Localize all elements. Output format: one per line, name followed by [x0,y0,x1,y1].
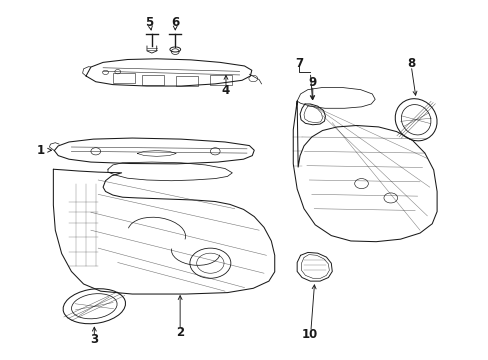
Text: 2: 2 [176,326,184,339]
Bar [210,75,232,85]
Bar [142,75,163,85]
Text: 3: 3 [90,333,98,346]
Text: 1: 1 [37,144,44,157]
Text: 6: 6 [171,17,179,30]
Text: 10: 10 [301,328,317,341]
Text: 5: 5 [145,17,153,30]
Bar [176,76,198,86]
Bar [113,73,135,83]
Text: 4: 4 [222,84,230,97]
Text: 7: 7 [294,57,303,69]
Text: 9: 9 [308,76,316,89]
Text: 8: 8 [407,57,414,69]
